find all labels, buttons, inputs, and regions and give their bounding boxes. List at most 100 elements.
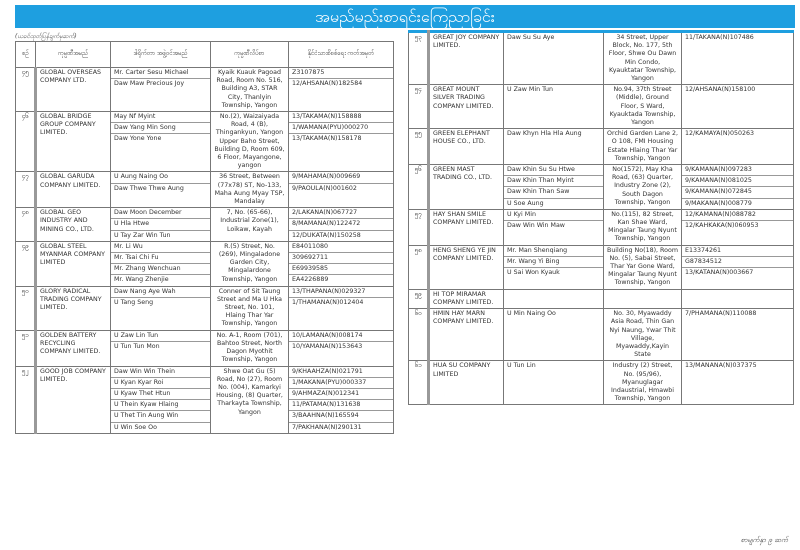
director-name: U Thet Tin Aung Win (111, 411, 210, 423)
company-name: HUA SU COMPANY LIMITED (428, 360, 504, 406)
id-number: 13/TAKAMA(N)158178 (292, 135, 362, 143)
directors-cell: U Zaw Min Tun (503, 84, 604, 130)
director-name: U Soe Aung (507, 199, 544, 207)
id-number: G87834512 (682, 257, 793, 269)
directors-cell: U Kyi Min Daw Win Win Maw (503, 208, 604, 246)
company-address: No.(2), Waizaiyada Road, 4 (B), Thingank… (210, 111, 289, 173)
director-name: Mr. Tsai Chi Fu (111, 253, 210, 265)
continued-note: (ယခင်ထုတ်ပြန်ချက်မှဆက်) (15, 33, 77, 40)
director-name: U Min Naing Oo (507, 310, 556, 318)
row-number: ၄၈ (15, 207, 37, 242)
company-name: GLOBAL GARUDA COMPANY LIMITED. (35, 171, 111, 209)
company-name: GREAT JOY COMPANY LIMITED. (428, 30, 504, 86)
page-footer: စာမျက်နှာ ၉ ဆက် (740, 536, 788, 544)
director-name: Mr. Zhang Wenchuan (111, 264, 210, 276)
ids-cell: 12/KAMANA(N)088782 12/KAHKAKA(N)060953 (681, 208, 794, 246)
company-address: No. A-1, Room (701), Bahtoo Street, Nort… (210, 329, 289, 367)
row-number: ၅၁ (15, 329, 37, 367)
table-row: ၅၃ GREAT JOY COMPANY LIMITED. Daw Su Su Ay… (408, 30, 794, 86)
director-name: Daw Khin Than Saw (504, 187, 603, 199)
header-no: စဉ် (15, 41, 36, 68)
director-name: U Tun Lin (507, 362, 536, 370)
director-name: Daw Yone Yone (114, 135, 162, 143)
company-address: Building No(18), Room No. (5), Sabai Str… (603, 244, 682, 290)
id-number: 9/KHAAHZA(N)021791 (289, 367, 393, 378)
ids-cell: 11/TAKANA(N)107486 (681, 30, 794, 86)
director-name: Daw Thwe Thwe Aung (114, 184, 184, 192)
ids-cell: 9/KAMANA(N)097283 9/KAMANA(N)081025 9/KAMA… (681, 164, 794, 210)
company-name: GREAT MOUNT SILVER TRADING COMPANY LIMIT… (428, 84, 504, 130)
company-name: GREEN MAST TRADING CO., LTD. (428, 164, 504, 210)
table-row: ၄၈ GLOBAL GEO INDUSTRY AND MINING CO., LT… (15, 207, 394, 242)
directors-cell: Mr. Li Wu Mr. Tsai Chi Fu Mr. Zhang Wenchu… (110, 240, 211, 287)
director-name: U Kyi Min (504, 210, 603, 222)
row-number: ၄၅ (15, 66, 37, 113)
director-name: Daw Su Su Aye (507, 34, 555, 41)
id-number: 11/TAKANA(N)107486 (685, 34, 754, 41)
director-name: U Thein Kyaw Hlaing (111, 400, 210, 412)
directors-cell: U Tun Lin (503, 360, 604, 406)
id-number: 13/THAPANA(N)029327 (289, 287, 393, 298)
id-number: 12/KAHKAKA(N)060953 (685, 222, 759, 230)
id-number: 12/DUKATA(N)150258 (292, 231, 361, 239)
id-number: 10/LAMANA(N)008174 (289, 331, 393, 342)
row-number: ၅၉ (408, 288, 430, 310)
row-number: ၄၇ (15, 171, 37, 209)
ids-cell: 2/LAKANA(N)067727 8/MAMANA(N)122472 12/DUK… (288, 207, 394, 242)
ids-cell: 13/THAPANA(N)029327 1/THAMANA(N)012404 (288, 285, 394, 331)
director-name: Daw Win Win Thein (111, 367, 210, 378)
company-address: No.(115), 82 Street, Kan Shae Ward, Ming… (603, 208, 682, 246)
director-name: U Aung Naing Oo (111, 172, 210, 184)
ids-cell: 9/MAHAMA(N)009669 9/PAOULA(N)001602 (288, 171, 394, 209)
director-name: Daw Win Win Maw (507, 222, 565, 230)
directors-cell: Daw Su Su Aye (503, 30, 604, 86)
row-number: ၄၆ (15, 111, 37, 173)
table-row: ၅၄ GREAT MOUNT SILVER TRADING COMPANY LIM… (408, 84, 794, 130)
company-name: GLOBAL STEEL MYANMAR COMPANY LIMITED (35, 240, 111, 287)
id-number: 9/KAMANA(N)097283 (682, 165, 793, 177)
id-number: 12/AHSANA(N)158100 (685, 86, 756, 94)
table-row: ၆၁ HUA SU COMPANY LIMITED U Tun Lin Industr… (408, 360, 794, 406)
directors-cell: U Min Naing Oo (503, 308, 604, 362)
table-row: ၄၅ GLOBAL OVERSEAS COMPANY LTD. Mr. Carter… (15, 66, 394, 113)
id-number: EA4226889 (292, 276, 329, 284)
company-address: Orchid Garden Lane 2, O 108, FMI Housing… (603, 128, 682, 166)
table-row: ၅၀ GLORY RADICAL TRADING COMPANY LIMITED.… (15, 285, 394, 331)
director-name: Mr. Wang Yi Bing (504, 257, 603, 269)
company-address: No(1572), May Kha Road, (63) Quarter, In… (603, 164, 682, 210)
id-number: 9/PAOULA(N)001602 (292, 184, 357, 192)
company-address: No. 30, Myawaddy Asia Road, Thin Gan Nyi… (603, 308, 682, 362)
id-number (682, 290, 793, 300)
directors-cell: Daw Khyn Hla Hla Aung (503, 128, 604, 166)
id-number: E69939585 (289, 264, 393, 276)
table-row: ၅၆ GREEN MAST TRADING CO., LTD. Daw Khin S… (408, 164, 794, 210)
row-number: ၆၁ (408, 360, 430, 406)
company-name: GLOBAL BRIDGE GROUP COMPANY LIMITED. (35, 111, 111, 173)
company-name: GLORY RADICAL TRADING COMPANY LIMITED. (35, 285, 111, 331)
ids-cell: 10/LAMANA(N)008174 10/YAMANA(N)153643 (288, 329, 394, 367)
director-name: Daw Khin Su Su Htwe (504, 165, 603, 177)
table-row: ၅၉ HI TOP MIRAMAR COMPANY LIMITED. (408, 288, 794, 310)
id-number: 12/KAMANA(N)088782 (682, 210, 793, 222)
table-row: ၅၈ HENG SHENG YE JIN COMPANY LIMITED. Mr. … (408, 244, 794, 290)
company-address: Kyaik Kuauk Pagoad Road, Room No. 516, B… (210, 66, 289, 113)
blacklist-table-left: စဉ် ကုမ္ပဏီအမည် ဒါရိုက်တာ အဖွဲ့ဝင်အမည် က… (15, 41, 394, 434)
id-number: 13/MANANA(N)037375 (685, 362, 757, 370)
id-number: E13374261 (682, 246, 793, 257)
company-address: Industry (2) Street, No. (95/96), Myanug… (603, 360, 682, 406)
director-name: Daw Khyn Hla Hla Aung (507, 130, 582, 138)
row-number: ၅၈ (408, 244, 430, 290)
director-name: U Tay Zar Win Tun (114, 231, 171, 239)
company-address: No.94, 37th Street (Middle), Ground Floo… (603, 84, 682, 130)
id-number: 9/MAHAMA(N)009669 (289, 172, 393, 184)
directors-cell: Daw Khin Su Su Htwe Daw Khin Than Myint Da… (503, 164, 604, 210)
header-company: ကုမ္ပဏီအမည် (35, 41, 111, 68)
director-name: Daw Maw Precious Joy (114, 80, 185, 88)
header-address: ကုမ္ပဏီလိပ်စာ (210, 41, 289, 68)
row-number: ၅၄ (408, 84, 430, 130)
table-row: ၅၂ GOOD JOB COMPANY LIMITED. Daw Win Win T… (15, 365, 394, 434)
id-number: 309692711 (289, 253, 393, 265)
directors-cell: Mr. Carter Sesu Michael Daw Maw Precious … (110, 66, 211, 113)
row-number: ၅၆ (408, 164, 430, 210)
id-number: 12/KAMAYA(N)050263 (685, 130, 755, 138)
